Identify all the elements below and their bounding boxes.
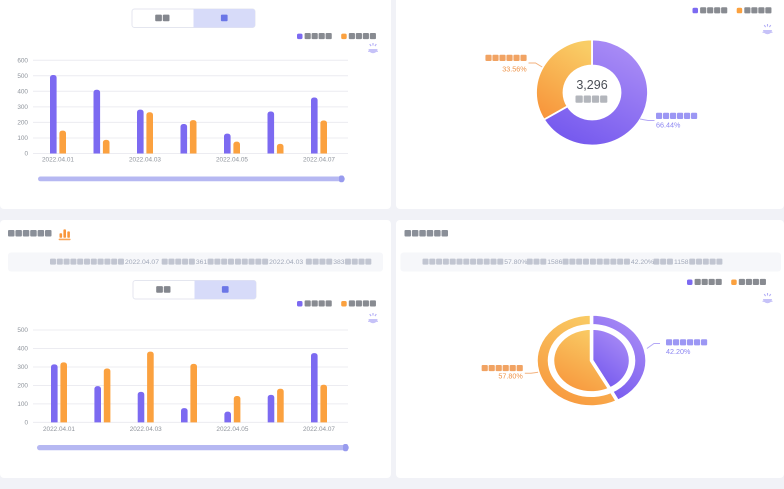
svg-text:42.20%: 42.20%: [666, 347, 691, 356]
svg-text:0: 0: [24, 151, 28, 158]
svg-text:100: 100: [17, 401, 28, 408]
svg-text:2022.04.05: 2022.04.05: [216, 157, 248, 164]
svg-text:2022.04.03: 2022.04.03: [130, 426, 162, 433]
svg-text:66.44%: 66.44%: [656, 121, 681, 130]
svg-text:2022.04.03: 2022.04.03: [129, 157, 161, 164]
svg-text:57.80%: 57.80%: [504, 259, 527, 266]
svg-text:2022.04.01: 2022.04.01: [42, 157, 74, 164]
svg-text:400: 400: [17, 89, 28, 96]
svg-text:2022.04.01: 2022.04.01: [43, 426, 75, 433]
svg-text:400: 400: [17, 345, 28, 352]
svg-text:3,296: 3,296: [576, 78, 607, 92]
svg-text:2022.04.07: 2022.04.07: [125, 259, 159, 266]
svg-text:200: 200: [17, 120, 28, 127]
svg-text:2022.04.07: 2022.04.07: [303, 426, 335, 433]
svg-text:200: 200: [17, 382, 28, 389]
svg-text:361: 361: [196, 259, 208, 266]
svg-text:0: 0: [24, 419, 28, 426]
svg-text:33.56%: 33.56%: [502, 65, 527, 74]
svg-text:1158: 1158: [673, 259, 688, 266]
svg-text:2022.04.07: 2022.04.07: [303, 157, 335, 164]
svg-text:500: 500: [17, 73, 28, 80]
svg-text:1586: 1586: [547, 259, 562, 266]
svg-text:42.20%: 42.20%: [630, 259, 653, 266]
svg-text:600: 600: [17, 57, 28, 64]
svg-text:100: 100: [17, 135, 28, 142]
svg-text:383: 383: [333, 259, 345, 266]
svg-text:2022.04.03: 2022.04.03: [269, 259, 303, 266]
svg-text:2022.04.05: 2022.04.05: [216, 426, 248, 433]
svg-text:57.80%: 57.80%: [498, 371, 523, 380]
svg-text:500: 500: [17, 327, 28, 334]
svg-text:300: 300: [17, 364, 28, 371]
svg-text:300: 300: [17, 104, 28, 111]
